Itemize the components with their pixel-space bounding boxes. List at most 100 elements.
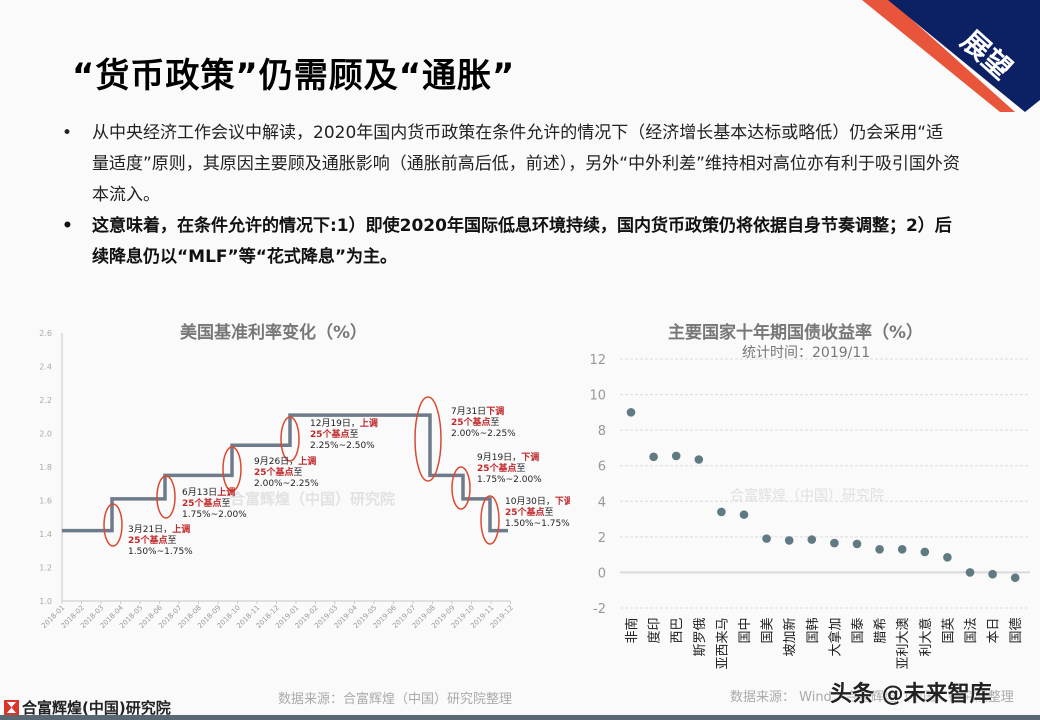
data-point: [965, 568, 975, 577]
left-chart-source: 数据来源：合富辉煌（中国）研究院整理: [278, 692, 513, 707]
data-point: [897, 545, 907, 554]
data-point: [762, 534, 771, 543]
bullet-item: • 这意味着，在条件允许的情况下:1）即使2020年国际低息环境持续，国内货币政…: [60, 211, 960, 273]
svg-text:1.50%~1.75%: 1.50%~1.75%: [128, 547, 193, 557]
data-point: [649, 452, 658, 462]
x-category-label: 印: [648, 617, 663, 630]
x-category-label: 国: [806, 630, 821, 643]
watermark: 合富辉煌（中国）研究院: [229, 490, 395, 508]
x-category-label: 英: [941, 617, 956, 630]
svg-text:25个基点至: 25个基点至: [505, 506, 554, 518]
x-category-label: 来: [715, 630, 730, 643]
x-category-label: 德: [1009, 617, 1024, 630]
svg-text:25个基点至: 25个基点至: [254, 466, 303, 478]
logo-text: 合富辉煌(中国)研究院: [22, 699, 171, 717]
bullet-item: • 从中央经济工作会议中解读，2020年国内货币政策在条件允许的情况下（经济增长…: [60, 118, 960, 211]
data-point: [784, 536, 794, 545]
data-point: [739, 510, 749, 519]
x-category-label: 坡: [783, 643, 798, 656]
x-category-label: 大: [919, 630, 934, 643]
change-highlight: [156, 475, 176, 519]
data-point: [717, 507, 726, 517]
y-tick-label: 10: [589, 389, 606, 404]
x-category-label: 加: [828, 617, 843, 630]
x-category-label: 拿: [827, 630, 843, 643]
svg-text:1.50%~1.75%: 1.50%~1.75%: [505, 519, 570, 529]
y-tick-label: 2: [598, 531, 606, 546]
change-highlight: [222, 446, 242, 492]
x-category-label: 日: [987, 617, 1002, 630]
data-point: [920, 547, 930, 557]
change-highlight: [103, 503, 123, 547]
right-chart-subtitle: 统计时间：2019/11: [742, 345, 871, 361]
y-tick-label: 6: [598, 460, 606, 475]
footer-bar: [0, 715, 1040, 720]
y-tick-label: 4: [598, 495, 606, 510]
x-category-label: 加: [783, 630, 798, 643]
x-category-label: 西: [670, 630, 685, 643]
svg-text:1.75%~2.00%: 1.75%~2.00%: [182, 510, 247, 520]
y-tick-label: 1.4: [39, 530, 52, 539]
x-category-label: 俄: [693, 617, 708, 630]
svg-text:2.00%~2.25%: 2.00%~2.25%: [451, 429, 516, 439]
data-point: [671, 451, 681, 461]
change-highlight: [280, 416, 300, 462]
data-point: [626, 408, 636, 417]
corner-badge: 展望: [820, 0, 1040, 120]
svg-text:7月31日下调: 7月31日下调: [451, 405, 504, 417]
svg-text:25个基点至: 25个基点至: [477, 462, 526, 474]
svg-text:3月21日，上调: 3月21日，上调: [128, 523, 190, 535]
data-point: [1010, 573, 1020, 583]
svg-text:25个基点至: 25个基点至: [310, 428, 359, 440]
svg-text:25个基点至: 25个基点至: [128, 534, 177, 546]
svg-text:2.25%~2.50%: 2.25%~2.50%: [310, 441, 375, 451]
x-category-label: 中: [738, 617, 753, 630]
x-category-label: 马: [715, 617, 730, 630]
right-chart-title: 主要国家十年期国债收益率（%）: [668, 323, 924, 343]
y-tick-label: 2.0: [39, 430, 52, 439]
x-category-label: 斯: [693, 643, 708, 656]
y-tick-label: -2: [593, 602, 606, 617]
x-category-label: 美: [761, 617, 776, 630]
x-category-label: 国: [941, 630, 956, 643]
svg-text:9月26日，上调: 9月26日，上调: [254, 455, 316, 467]
x-category-label: 法: [964, 617, 979, 630]
data-point: [830, 538, 839, 548]
x-category-label: 国: [761, 630, 776, 643]
data-point: [875, 545, 884, 554]
data-point: [943, 553, 952, 562]
data-point: [852, 539, 862, 549]
x-category-label: 大: [828, 643, 843, 656]
data-point: [807, 535, 817, 544]
page-title: “货币政策”仍需顾及“通胀”: [72, 56, 516, 96]
x-category-label: 国: [964, 630, 979, 643]
x-category-label: 亚: [896, 656, 911, 669]
overlay-watermark: 头条 @未来智库: [830, 682, 992, 707]
left-chart-title: 美国基准利率变化（%）: [180, 323, 368, 343]
x-category-label: 度: [647, 630, 663, 643]
us-rate-chart: 1.01.21.41.61.82.02.22.42.62018-012018-0…: [39, 329, 570, 630]
svg-text:6月13日上调: 6月13日上调: [182, 486, 235, 498]
x-category-label: 泰: [851, 617, 866, 630]
x-category-label: 意: [918, 617, 934, 630]
y-tick-label: 8: [598, 424, 606, 439]
x-category-label: 大: [896, 630, 911, 643]
y-tick-label: 2.6: [39, 329, 52, 338]
data-point: [988, 569, 997, 579]
y-tick-label: 1.8: [39, 463, 52, 472]
x-category-label: 巴: [670, 617, 685, 630]
brand-logo: 合富辉煌(中国)研究院: [4, 697, 171, 718]
rate-line: [62, 413, 508, 533]
svg-text:25个基点至: 25个基点至: [182, 497, 231, 509]
x-category-label: 韩: [806, 617, 821, 630]
y-tick-label: 1.0: [39, 597, 52, 606]
x-category-label: 国: [1009, 630, 1024, 643]
x-category-label: 希: [874, 617, 889, 630]
y-tick-label: 0: [598, 566, 606, 581]
orange-stripe: [862, 0, 1015, 112]
